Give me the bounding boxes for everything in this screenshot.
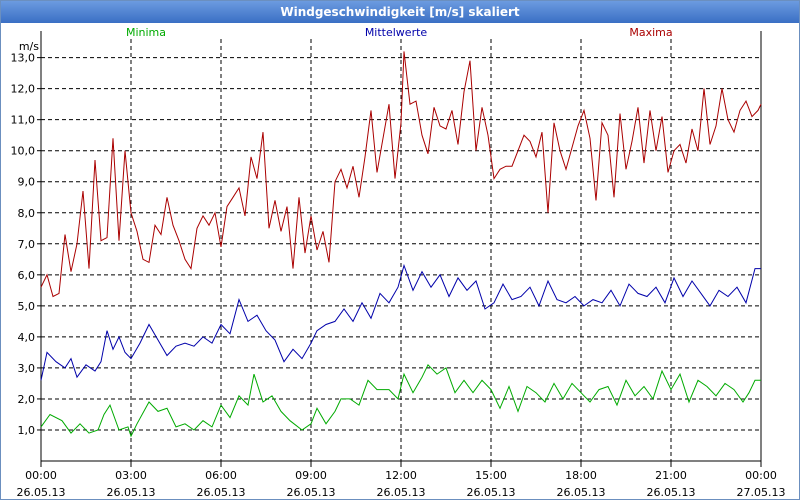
y-tick-label: 6,0 [18,269,36,282]
x-tick-label-date: 26.05.13 [377,486,426,499]
x-tick-label-time: 12:00 [385,469,417,482]
x-tick-label-date: 26.05.13 [17,486,66,499]
legend-item-maxima: Maxima [629,26,672,39]
y-tick-label: 11,0 [11,114,36,127]
x-tick-label-time: 21:00 [655,469,687,482]
x-tick-label-date: 26.05.13 [287,486,336,499]
y-tick-label: 8,0 [18,207,36,220]
legend-item-mittelwerte: Mittelwerte [365,26,428,39]
chart-area: 1,0 2,0 3,0 4,0 5,0 6,0 7,0 8,0 9,0 10,0 11,0 12,0 1… [11,26,786,499]
x-tick-label-time: 06:00 [205,469,237,482]
y-tick-label: 2,0 [18,393,36,406]
y-tick-label: 13,0 [11,52,36,65]
y-tick-label: 3,0 [18,362,36,375]
series-line-minima [40,363,761,438]
series-line-mittelwerte [40,263,761,381]
x-tick-label-date: 27.05.13 [737,486,786,499]
chart-title: Windgeschwindigkeit [m/s] skaliert [1,1,799,23]
y-tick-label: 10,0 [11,145,36,158]
x-tick-label-time: 00:00 [745,469,777,482]
x-tick-label-time: 00:00 [25,469,57,482]
x-tick-label-time: 03:00 [115,469,147,482]
x-tick-label-time: 15:00 [475,469,507,482]
y-tick-label: 7,0 [18,238,36,251]
x-tick-label-date: 26.05.13 [557,486,606,499]
x-tick-label-date: 26.05.13 [197,486,246,499]
x-tick-label-date: 26.05.13 [107,486,156,499]
y-tick-label: 12,0 [11,83,36,96]
y-tick-label: 9,0 [18,176,36,189]
legend-item-minima: Minima [126,26,166,39]
x-tick-label-date: 26.05.13 [467,486,516,499]
x-tick-label-date: 26.05.13 [647,486,696,499]
series-line-maxima [40,51,762,298]
y-tick-label: 4,0 [18,331,36,344]
y-tick-label: 1,0 [18,424,36,437]
y-tick-label: 5,0 [18,300,36,313]
x-tick-label-time: 09:00 [295,469,327,482]
x-tick-label-time: 18:00 [565,469,597,482]
y-axis-label: m/s [19,40,39,53]
